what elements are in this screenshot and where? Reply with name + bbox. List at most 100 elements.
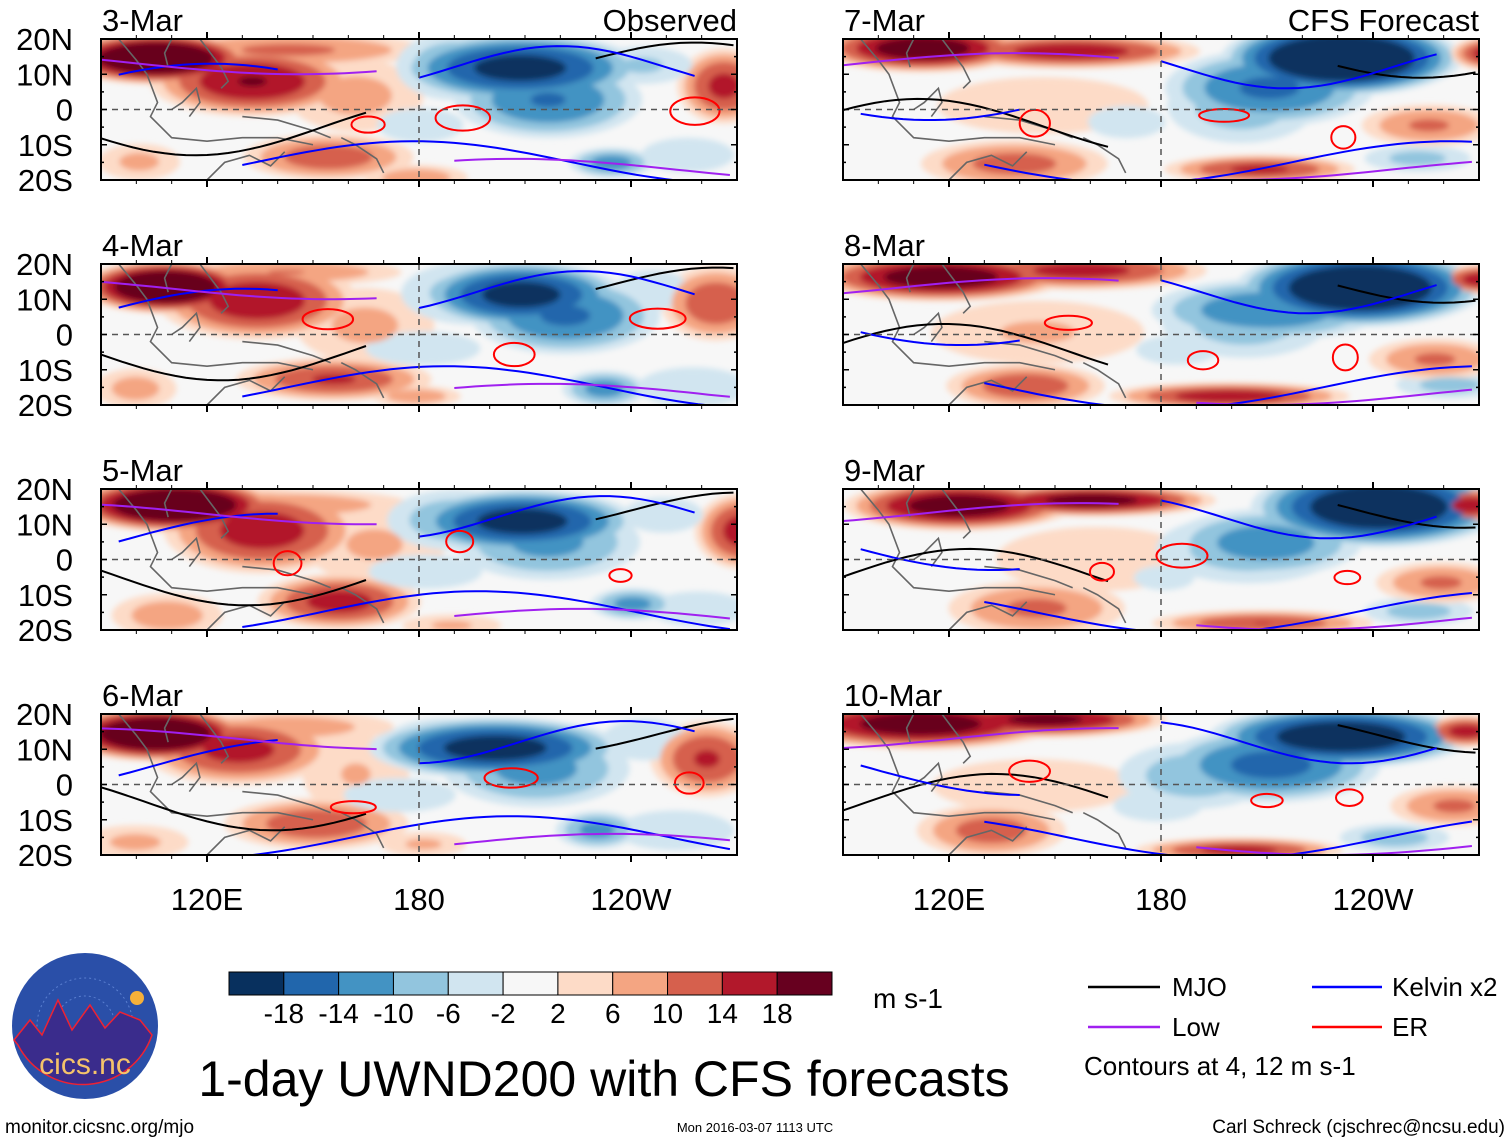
map-panel: 7-Mar [842,3,1480,187]
contour-line [454,607,731,620]
forecast-header: CFS Forecast [1288,3,1480,38]
wind-anomaly-region [318,76,392,115]
colorbar-units: m s-1 [873,983,943,1014]
contour-line [101,786,367,832]
colorbar-tick-label: 2 [550,998,566,1029]
wind-anomaly-region [613,596,652,612]
colorbar-swatch [228,971,285,996]
wind-anomaly-region [111,376,160,401]
er-contour [492,341,536,368]
colorbar-swatch [612,971,669,996]
wind-anomaly-region [382,169,451,180]
wind-field [101,489,737,630]
wind-anomaly-region [209,281,306,320]
er-contour [1088,561,1115,582]
er-contour [272,550,303,577]
wind-anomaly-region [883,266,999,288]
wind-anomaly-region [405,838,442,850]
er-contour [350,115,386,134]
er-contour [1155,542,1209,569]
contour-line [418,720,695,765]
cics-logo: cics.nc [12,953,158,1099]
contour-line [454,382,730,398]
lat-label: 20N [16,247,73,282]
colorbar-tick-label: -2 [491,998,516,1029]
wind-anomaly-region [616,810,735,851]
wind-anomaly-region [1420,575,1462,590]
wind-anomaly-region [1136,335,1219,365]
wind-anomaly-region [1000,321,1075,344]
contour-line [860,548,1020,571]
er-contour [483,767,539,789]
wind-field [843,714,1479,855]
wind-anomaly-region [685,282,737,325]
panel-date: 6-Mar [102,678,183,713]
contour-line [101,727,377,751]
wind-anomaly-region [267,269,306,275]
contours [101,491,734,630]
wind-field [843,39,1479,180]
contours [843,721,1476,855]
footer-url[interactable]: monitor.cicsnc.org/mjo [5,1117,194,1138]
wind-anomaly-region [1414,352,1456,366]
er-contour [1198,108,1251,123]
panel-date: 10-Mar [844,678,942,713]
wind-anomaly-region [540,305,591,326]
wind-anomaly-region [109,834,161,851]
wind-anomaly-region [584,380,624,398]
colorbar-tick-label: 6 [605,998,621,1029]
wind-anomaly-region [982,373,1069,399]
wind-anomaly-region [114,270,217,303]
lon-label: 180 [393,882,445,917]
wind-anomaly-region [693,750,720,768]
wind-anomaly-region [365,331,481,366]
coastlines [118,39,385,180]
wind-anomaly-region [1253,622,1272,625]
footer-author: Carl Schreck (cjschrec@ncsu.edu) [1212,1117,1505,1138]
colorbar-tick-label: 10 [652,998,683,1029]
colorbar-swatch [283,971,340,996]
wind-field [101,264,737,405]
lat-label: 20N [16,472,73,507]
lat-label: 0 [56,543,73,578]
wind-anomaly-region [1448,724,1479,738]
lat-label: 0 [56,93,73,128]
wind-anomaly-region [1310,489,1448,529]
contour-line [1160,279,1437,315]
wind-anomaly-region [1451,497,1479,514]
wind-anomaly-region [431,620,473,630]
contour-line [1337,64,1476,79]
contour-line [418,495,695,538]
er-contour [669,96,721,126]
legend-label-kelvin: Kelvin x2 [1392,972,1498,1002]
er-contour [1334,788,1364,807]
wind-anomaly-region [101,42,214,74]
contour-line [454,157,730,176]
wind-anomaly-region [1276,721,1406,752]
wind-anomaly-region [368,554,483,589]
wind-field [101,714,737,855]
contour-line [843,547,1109,583]
er-contour [1330,125,1357,150]
wind-anomaly-region [1389,151,1446,166]
wind-anomaly-region [341,763,371,786]
er-contour [1331,343,1359,372]
wind-anomaly-region [1133,565,1195,591]
contour-line [843,97,1109,148]
legend-label-er: ER [1392,1012,1428,1042]
wind-anomaly-region [860,714,981,735]
wind-anomaly-region [1433,799,1476,813]
colorbar-tick-label: -6 [436,998,461,1029]
lat-label: 0 [56,318,73,353]
wind-anomaly-region [1230,751,1312,779]
lat-label: 20S [18,613,73,648]
wind-anomaly-region [306,590,372,613]
wind-anomaly-region [1360,828,1429,847]
map-panel: 8-Mar [842,228,1480,412]
lat-label: 10S [18,128,73,163]
er-contour [1250,792,1284,809]
contour-line [242,365,715,405]
